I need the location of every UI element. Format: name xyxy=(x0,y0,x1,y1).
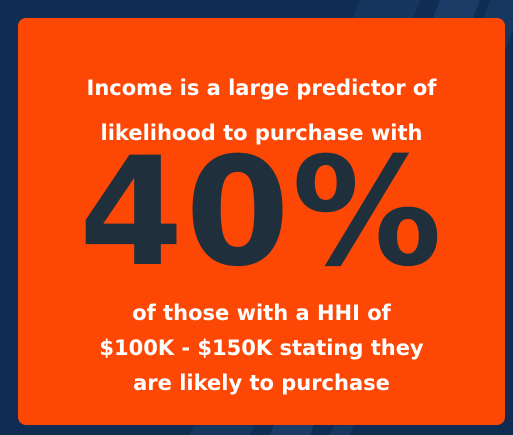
stat-card: Income is a large predictor of likelihoo… xyxy=(18,18,505,425)
detail-line: of those with a HHI of xyxy=(132,301,391,325)
intro-line: Income is a large predictor of xyxy=(86,76,437,100)
intro-line: likelihood to purchase with xyxy=(100,121,423,145)
detail-line: are likely to purchase xyxy=(133,371,390,395)
detail-line: $100K - $150K stating they xyxy=(99,336,424,360)
stat-value: 40% xyxy=(78,126,445,300)
